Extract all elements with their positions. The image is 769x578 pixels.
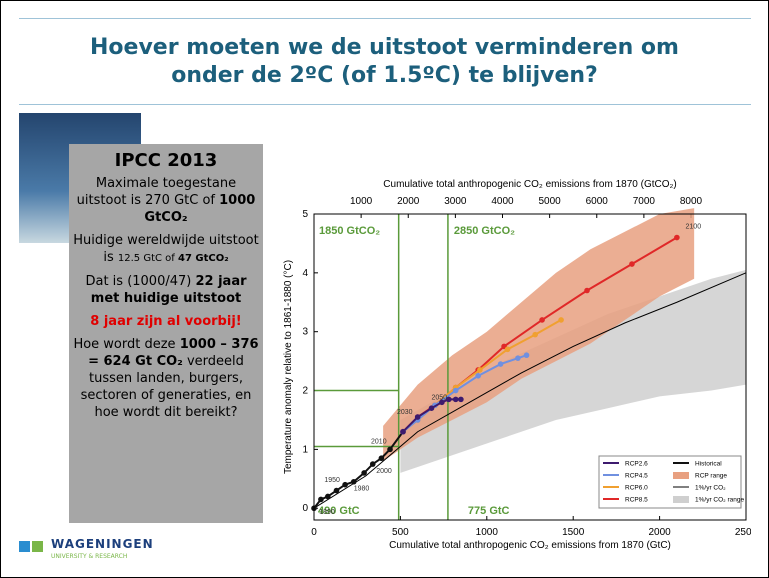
data-point [674, 235, 680, 241]
legend-label: RCP4.5 [625, 473, 648, 480]
x2-tick-label: 5000 [539, 196, 562, 207]
data-point [532, 332, 538, 338]
y-tick-label: 4 [302, 268, 308, 279]
data-point [453, 397, 459, 403]
year-label: 2030 [397, 409, 413, 416]
title-line: onder de 2ºC (of 1.5ºC) te blijven? [1, 63, 768, 88]
data-point [379, 455, 385, 461]
data-point [475, 373, 481, 379]
data-point [387, 447, 393, 453]
y-tick-label: 5 [302, 209, 308, 220]
x-axis-title: Cumulative total anthropogenic CO₂ emiss… [389, 540, 671, 551]
y-tick-label: 2 [302, 386, 308, 397]
legend-label: RCP6.0 [625, 485, 648, 492]
box-heading: IPCC 2013 [69, 150, 263, 171]
legend-label: RCP8.5 [625, 497, 648, 504]
data-point [318, 497, 324, 503]
x2-tick-label: 1000 [350, 196, 373, 207]
data-point [524, 352, 530, 358]
guide-label: 2850 GtCO₂ [454, 225, 515, 237]
logo-sub: UNIVERSITY & RESEARCH [51, 553, 127, 560]
x-tick-label: 1500 [562, 527, 585, 538]
x2-tick-label: 4000 [491, 196, 514, 207]
x-tick-label: 1000 [476, 527, 499, 538]
x-tick-label: 2000 [648, 527, 671, 538]
legend-label: 1%/yr CO₂ range [695, 497, 745, 504]
guide-label: 1850 GtCO₂ [319, 225, 380, 237]
data-point [539, 317, 545, 323]
chart: Cumulative total anthropogenic CO₂ emiss… [281, 171, 751, 578]
data-point [334, 488, 340, 494]
year-label: 1890 [319, 509, 335, 516]
data-point [361, 470, 367, 476]
data-point [477, 367, 483, 373]
paragraph: Huidige wereldwijde uitstoot is 12.5 GtC… [73, 232, 259, 267]
data-point [351, 479, 357, 485]
data-point [400, 429, 406, 435]
legend-label: RCP range [695, 473, 727, 480]
year-label: 1950 [324, 477, 340, 484]
paragraph: 8 jaar zijn al voorbij! [73, 313, 259, 330]
x2-axis-title: Cumulative total anthropogenic CO₂ emiss… [383, 179, 676, 190]
legend-label: Historical [695, 461, 722, 468]
year-label: 2100 [686, 224, 702, 231]
legend-swatch [673, 472, 689, 479]
text-run: 12.5 GtC of [118, 253, 178, 264]
data-point [415, 414, 421, 420]
x2-tick-label: 6000 [586, 196, 609, 207]
paragraph: Hoe wordt deze 1000 – 376 = 624 Gt CO₂ v… [73, 336, 259, 421]
data-point [453, 388, 459, 394]
text-run: 8 jaar zijn al voorbij! [90, 314, 241, 329]
x-tick-label: 2500 [735, 527, 751, 538]
text-run: Maximale toegestane uitstoot is 270 GtC … [77, 176, 236, 208]
y-tick-label: 3 [302, 327, 308, 338]
legend-label: 1%/yr CO₂ [695, 485, 726, 492]
guide-label: 775 GtC [468, 505, 510, 517]
x-tick-label: 0 [311, 527, 317, 538]
data-point [584, 288, 590, 294]
x-tick-label: 500 [392, 527, 409, 538]
text-run: 47 GtCO₂ [178, 253, 229, 264]
data-point [325, 494, 331, 500]
x2-tick-label: 8000 [680, 196, 703, 207]
rule [19, 104, 751, 105]
data-point [429, 405, 435, 411]
slide: Hoever moeten we de uitstoot verminderen… [0, 0, 769, 578]
data-point [505, 347, 511, 353]
text-run: Dat is (1000/47) [85, 274, 195, 289]
y-axis-title: Temperature anomaly relative to 1861-188… [283, 260, 294, 474]
text-box: IPCC 2013 Maximale toegestane uitstoot is… [69, 144, 263, 523]
data-point [629, 261, 635, 267]
legend-label: RCP2.6 [625, 461, 648, 468]
x2-tick-label: 2000 [397, 196, 420, 207]
paragraph: Maximale toegestane uitstoot is 270 GtC … [73, 175, 259, 226]
paragraph: Dat is (1000/47) 22 jaar met huidige uit… [73, 273, 259, 307]
year-label: 2010 [371, 439, 387, 446]
x2-tick-label: 3000 [444, 196, 467, 207]
data-point [515, 355, 521, 361]
x2-tick-label: 7000 [633, 196, 656, 207]
y-tick-label: 0 [302, 503, 308, 514]
year-label: 2050 [432, 394, 448, 401]
title-line: Hoever moeten we de uitstoot verminderen… [1, 35, 768, 60]
y-tick-label: 1 [302, 444, 308, 455]
logo-icon [19, 541, 30, 552]
rule [19, 18, 751, 19]
legend-swatch [673, 496, 689, 503]
data-point [458, 397, 464, 403]
text-run: Hoe wordt deze [73, 337, 179, 352]
data-point [370, 461, 376, 467]
year-label: 2000 [376, 468, 392, 475]
data-point [498, 361, 504, 367]
logo-name: WAGENINGEN [51, 537, 154, 551]
year-label: 1980 [354, 486, 370, 493]
data-point [342, 482, 348, 488]
logo-icon [32, 541, 43, 552]
data-point [558, 317, 564, 323]
